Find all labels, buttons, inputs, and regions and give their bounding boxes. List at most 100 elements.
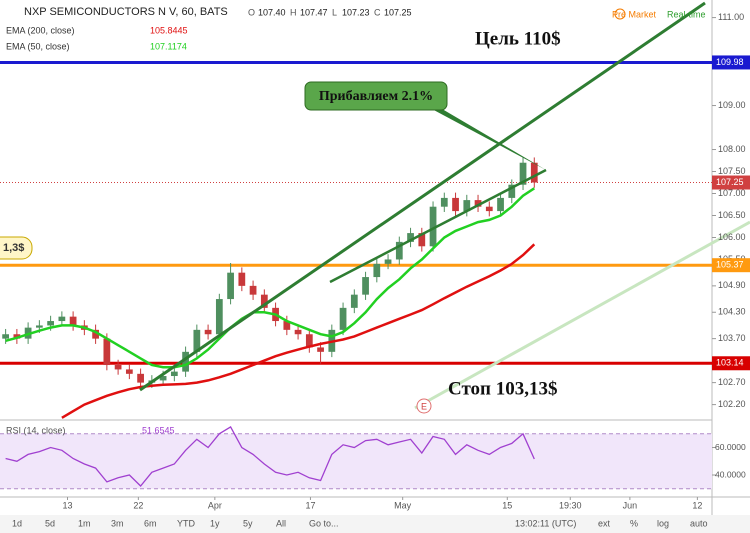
rsi-tick-label: 60.0000 bbox=[715, 442, 746, 452]
legend-name: EMA (50, close) bbox=[6, 41, 70, 51]
x-tick-label: 15 bbox=[502, 500, 512, 510]
ema-line bbox=[5, 187, 535, 369]
level-tag bbox=[712, 258, 750, 273]
ohlc-key: C bbox=[374, 7, 381, 17]
ohlc-value: 107.23 bbox=[342, 7, 370, 17]
candle-body bbox=[69, 316, 77, 326]
legend-value: 105.8445 bbox=[150, 25, 188, 35]
candle-body bbox=[114, 365, 122, 370]
y-tick-label: 111.00 bbox=[718, 12, 744, 22]
callout-text: Прибавляем 2.1% bbox=[319, 89, 433, 104]
ohlc-key: L bbox=[332, 7, 337, 17]
y-tick-label: 107.00 bbox=[718, 188, 746, 198]
level-label: 103.14 bbox=[716, 358, 744, 368]
candle-body bbox=[47, 321, 54, 326]
rsi-legend-value: 51.6545 bbox=[142, 425, 175, 435]
level-tag bbox=[712, 356, 750, 371]
range-button[interactable]: 1d bbox=[12, 518, 22, 528]
y-tick-label: 107.50 bbox=[718, 166, 746, 176]
trend-line bbox=[329, 168, 547, 284]
legend-name: EMA (200, close) bbox=[6, 25, 75, 35]
candle-body bbox=[2, 334, 9, 339]
range-button[interactable]: 1y bbox=[210, 518, 220, 528]
symbol-title: NXP SEMICONDUCTORS N V, 60, BATS bbox=[24, 6, 228, 18]
candle-body bbox=[13, 334, 21, 339]
event-text: E bbox=[421, 401, 427, 411]
range-button[interactable]: All bbox=[276, 518, 286, 528]
stop-text: Стоп 103,13$ bbox=[448, 378, 558, 399]
x-tick-label: 17 bbox=[305, 500, 315, 510]
legend-bg bbox=[0, 0, 420, 58]
range-button[interactable]: 1m bbox=[78, 518, 91, 528]
candle-body bbox=[373, 263, 381, 278]
range-button[interactable]: 5d bbox=[45, 518, 55, 528]
candle-body bbox=[519, 162, 527, 185]
option-button[interactable]: log bbox=[657, 518, 669, 528]
y-tick-label: 103.70 bbox=[718, 333, 746, 343]
legend-value: 107.1174 bbox=[150, 41, 187, 51]
x-tick-label: May bbox=[394, 500, 412, 510]
trend-line bbox=[139, 1, 706, 392]
candle-body bbox=[92, 329, 99, 339]
candle-body bbox=[294, 329, 302, 335]
callout-pointer bbox=[420, 96, 546, 170]
candle-body bbox=[350, 294, 358, 308]
candle-body bbox=[249, 285, 257, 295]
candle-body bbox=[35, 325, 43, 328]
y-tick-label: 104.90 bbox=[718, 280, 746, 290]
rsi-band bbox=[0, 433, 712, 489]
range-button[interactable]: 5y bbox=[243, 518, 253, 528]
event-marker[interactable] bbox=[416, 398, 432, 414]
ohlc-key: O bbox=[248, 7, 255, 17]
level-label: 105.37 bbox=[716, 260, 744, 270]
x-tick-label: 22 bbox=[133, 500, 143, 510]
y-tick-label: 106.00 bbox=[718, 232, 746, 242]
status-icon bbox=[614, 8, 626, 20]
y-tick-label: 108.00 bbox=[718, 144, 746, 154]
candle-body bbox=[317, 347, 324, 352]
x-tick-label: Jun bbox=[623, 500, 638, 510]
candle-body bbox=[170, 371, 178, 377]
range-button[interactable]: 3m bbox=[111, 518, 124, 528]
rsi-line bbox=[5, 425, 535, 487]
x-tick-label: 19:30 bbox=[559, 500, 582, 510]
candle-body bbox=[283, 321, 291, 330]
candle-body bbox=[103, 338, 111, 366]
rsi-legend-name: RSI (14, close) bbox=[6, 425, 66, 435]
candle-body bbox=[204, 329, 212, 335]
option-button[interactable]: auto bbox=[690, 518, 708, 528]
candle-body bbox=[305, 334, 313, 348]
last-price-label: 107.25 bbox=[716, 177, 744, 187]
level-tag bbox=[712, 55, 750, 70]
left-tag bbox=[0, 236, 33, 260]
range-button[interactable]: YTD bbox=[177, 518, 196, 528]
x-tick-label: 13 bbox=[62, 500, 72, 510]
left-tag-text: 1,3$ bbox=[3, 242, 24, 254]
candle-body bbox=[339, 307, 347, 330]
ohlc-key: H bbox=[290, 7, 297, 17]
candle-body bbox=[193, 329, 201, 352]
candle-body bbox=[238, 272, 246, 286]
candle-body bbox=[395, 241, 403, 260]
candle-body bbox=[260, 294, 268, 308]
ohlc-value: 107.47 bbox=[300, 7, 328, 17]
callout-box bbox=[304, 81, 448, 111]
option-button[interactable]: ext bbox=[598, 518, 611, 528]
range-button[interactable]: 6m bbox=[144, 518, 157, 528]
candle-body bbox=[429, 206, 437, 247]
candle-body bbox=[508, 184, 516, 198]
ohlc-value: 107.25 bbox=[384, 7, 412, 17]
goto-button[interactable]: Go to... bbox=[309, 518, 339, 528]
candle-body bbox=[407, 233, 414, 242]
candle-body bbox=[215, 299, 223, 335]
candle-body bbox=[125, 369, 133, 374]
candle-body bbox=[497, 197, 504, 212]
candle-body bbox=[418, 233, 426, 247]
option-button[interactable]: % bbox=[630, 518, 638, 528]
candle-body bbox=[227, 272, 234, 300]
level-label: 109.98 bbox=[716, 57, 744, 67]
candle-body bbox=[452, 197, 459, 212]
x-tick-label: 12 bbox=[692, 500, 702, 510]
candle-body bbox=[137, 373, 144, 383]
